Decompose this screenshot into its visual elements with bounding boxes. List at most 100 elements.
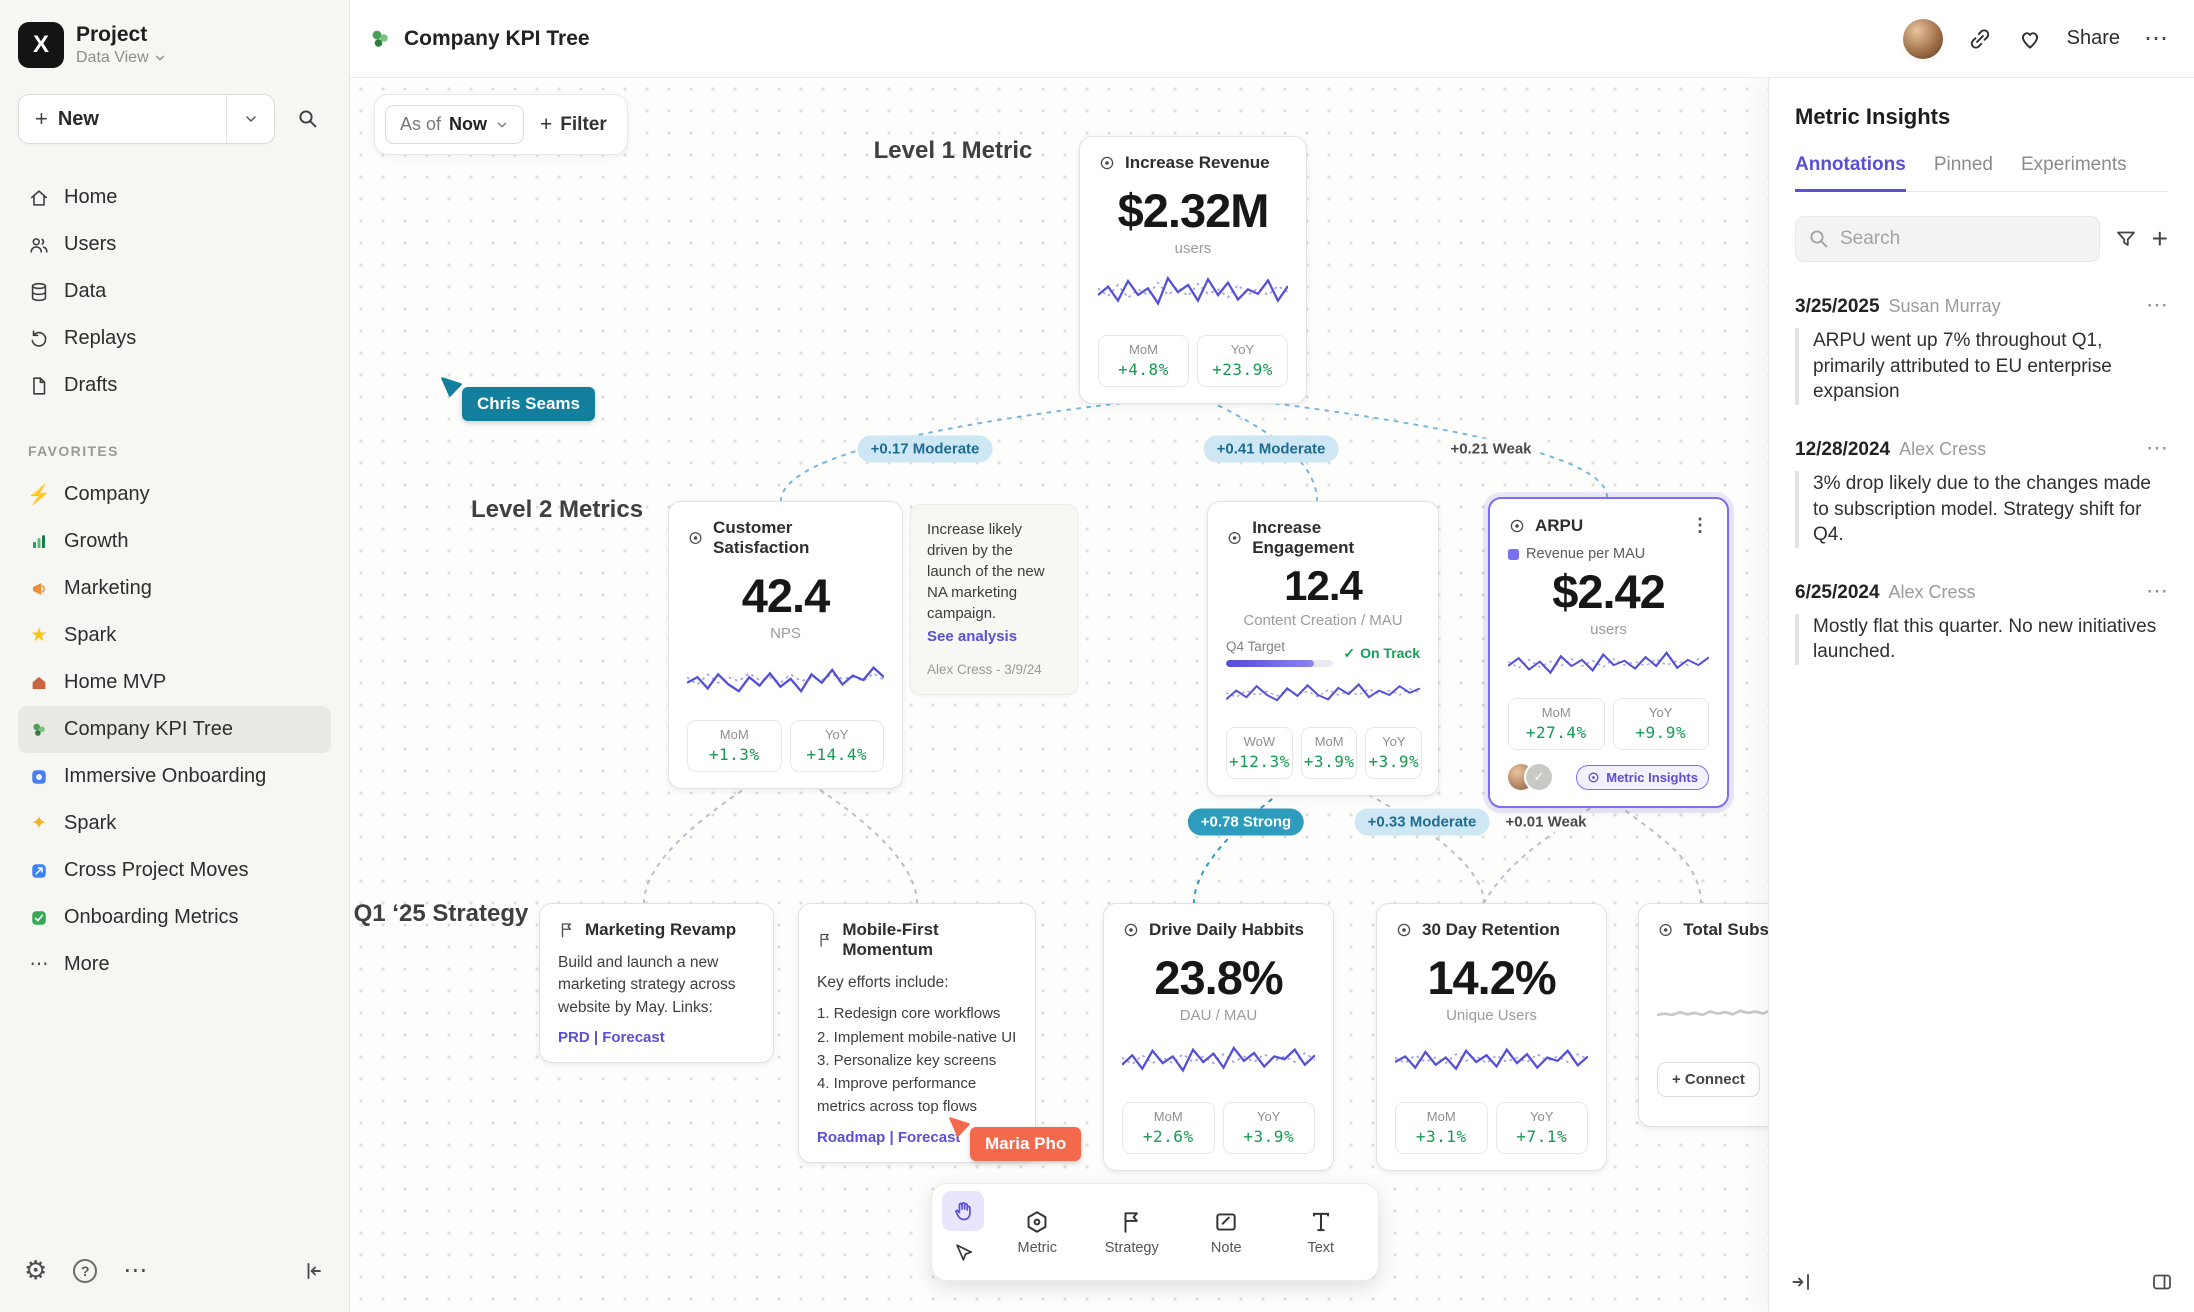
sidebar-item-home-mvp[interactable]: Home MVP — [18, 659, 331, 706]
more-icon[interactable]: ⋯ — [2146, 434, 2168, 460]
metric-card-customer-satisfaction[interactable]: Customer Satisfaction 42.4 NPS MoM +1.3% … — [668, 501, 903, 789]
add-annotation-button[interactable]: + — [2151, 223, 2168, 254]
metric-icon — [1228, 532, 1241, 544]
sidebar-item-marketing[interactable]: Marketing — [18, 565, 331, 612]
sidebar-item-users[interactable]: Users — [18, 221, 331, 268]
metric-card-drive-daily-habbits[interactable]: Drive Daily Habbits 23.8% DAU / MAU MoM +… — [1103, 903, 1334, 1171]
strategy-card-marketing-revamp[interactable]: Marketing Revamp Build and launch a new … — [539, 903, 774, 1064]
sidebar-item-spark[interactable]: ★ Spark — [18, 612, 331, 659]
more-icon[interactable]: ⋯ — [2146, 292, 2168, 317]
sidebar-item-immersive-onboarding[interactable]: Immersive Onboarding — [18, 753, 331, 800]
sidebar-item-label: Immersive Onboarding — [64, 765, 267, 787]
annotation-item[interactable]: 3/25/2025 Susan Murray ⋯ ARPU went up 7%… — [1795, 292, 2168, 405]
metric-card-30-day-retention[interactable]: 30 Day Retention 14.2% Unique Users MoM +… — [1376, 903, 1607, 1171]
sidebar-item-label: Marketing — [64, 577, 152, 599]
more-icon[interactable]: ⋯ — [123, 1257, 148, 1284]
metric-insights-badge[interactable]: Metric Insights — [1576, 764, 1709, 790]
strategy-tool-button[interactable]: Strategy — [1085, 1192, 1180, 1272]
sidebar-item-growth[interactable]: Growth — [18, 518, 331, 565]
sidebar-item-replays[interactable]: Replays — [18, 315, 331, 362]
project-subtitle: Data View — [76, 49, 149, 66]
metric-tool-button[interactable]: Metric — [990, 1192, 1085, 1272]
connect-button[interactable]: + Connect — [1657, 1062, 1760, 1097]
annotation-text: 3% drop likely due to the changes made t… — [1795, 470, 2168, 548]
strategy-card-mobile-first-momentum[interactable]: Mobile-First Momentum Key efforts includ… — [798, 903, 1036, 1163]
as-of-dropdown[interactable]: As of Now — [385, 105, 525, 144]
collapse-sidebar-icon[interactable] — [301, 1259, 325, 1283]
target-label: Q4 Target — [1226, 639, 1286, 654]
canvas-toolbar: Metric Strategy Note Text — [931, 1183, 1379, 1281]
sidebar-item-label: Onboarding Metrics — [64, 906, 239, 928]
check-icon: ✓ — [1343, 644, 1356, 661]
annotation-author: Alex Cress — [1899, 438, 1987, 459]
sidebar-item-data[interactable]: Data — [18, 268, 331, 315]
metric-unit: NPS — [770, 625, 801, 642]
metric-value: 42.4 — [741, 569, 830, 622]
sidebar-item-home[interactable]: Home — [18, 174, 331, 221]
sidebar-item-label: Data — [64, 280, 107, 302]
note-tool-button[interactable]: Note — [1179, 1192, 1274, 1272]
filter-button[interactable]: + Filter — [540, 113, 607, 137]
strategy-links[interactable]: PRD | Forecast — [558, 1029, 665, 1047]
sidebar-item-more[interactable]: ⋯ More — [18, 941, 331, 988]
heart-icon[interactable] — [2017, 26, 2043, 52]
more-icon[interactable]: ⋯ — [2144, 25, 2168, 52]
metric-card-arpu[interactable]: ARPU ⋮ Revenue per MAU $2.42 users MoM +2… — [1488, 497, 1729, 808]
metric-card-increase-engagement[interactable]: Increase Engagement 12.4 Content Creatio… — [1207, 501, 1439, 796]
sidebar-item-drafts[interactable]: Drafts — [18, 362, 331, 409]
link-icon[interactable] — [1967, 26, 1993, 52]
chart-icon — [28, 533, 50, 551]
card-title: Mobile-First Momentum — [842, 920, 939, 959]
tab-annotations[interactable]: Annotations — [1795, 154, 1906, 192]
filter-label: Filter — [560, 113, 607, 135]
layout-panel-icon[interactable] — [2150, 1270, 2174, 1294]
stat-mom: MoM +4.8% — [1098, 335, 1189, 387]
new-dropdown-toggle[interactable] — [226, 95, 274, 143]
strategy-links[interactable]: Roadmap | Forecast — [817, 1128, 961, 1146]
tab-experiments[interactable]: Experiments — [2021, 154, 2127, 175]
sidebar-item-label: More — [64, 953, 110, 975]
tab-pinned[interactable]: Pinned — [1933, 154, 1993, 175]
metric-card-increase-revenue[interactable]: Increase Revenue $2.32M users MoM +4.8% Y… — [1079, 136, 1307, 404]
sidebar-search-button[interactable] — [285, 96, 331, 142]
sidebar-item-company[interactable]: ⚡ Company — [18, 471, 331, 518]
filter-icon[interactable] — [2114, 227, 2138, 251]
sidebar-item-label: Company — [64, 483, 150, 505]
new-button[interactable]: + New — [18, 94, 275, 144]
sidebar-item-spark-2[interactable]: ✦ Spark — [18, 800, 331, 847]
sidebar-item-onboarding-metrics[interactable]: Onboarding Metrics — [18, 894, 331, 941]
sidebar: X Project Data View + New — [0, 0, 350, 1312]
annotation-item[interactable]: 6/25/2024 Alex Cress ⋯ Mostly flat this … — [1795, 577, 2168, 666]
more-icon[interactable]: ⋯ — [2146, 577, 2168, 603]
text-icon — [1312, 1212, 1329, 1231]
see-analysis-link[interactable]: See analysis — [927, 628, 1018, 645]
flag-icon — [820, 933, 829, 947]
sparkle-icon: ✦ — [31, 813, 47, 834]
annotations-list: 3/25/2025 Susan Murray ⋯ ARPU went up 7%… — [1795, 292, 2168, 666]
annotations-search-input[interactable] — [1795, 216, 2100, 262]
help-icon[interactable]: ? — [73, 1258, 98, 1283]
hand-tool-button[interactable] — [942, 1191, 984, 1231]
metric-icon — [1124, 923, 1138, 937]
kebab-menu-icon[interactable]: ⋮ — [1691, 515, 1709, 535]
avatar[interactable] — [1902, 18, 1943, 59]
strategy-body: Build and launch a new marketing strateg… — [558, 954, 736, 1016]
legend-label: Revenue per MAU — [1526, 546, 1646, 562]
annotation-item[interactable]: 12/28/2024 Alex Cress ⋯ 3% drop likely d… — [1795, 435, 2168, 548]
annotation-text: ARPU went up 7% throughout Q1, primarily… — [1795, 328, 2168, 405]
metric-unit: Content Creation / MAU — [1243, 612, 1403, 629]
project-switcher[interactable]: X Project Data View — [18, 22, 331, 68]
collapse-panel-icon[interactable] — [1789, 1270, 1813, 1294]
annotation-date: 6/25/2024 — [1795, 581, 1880, 603]
select-tool-button[interactable] — [942, 1233, 984, 1273]
sidebar-item-cross-project-moves[interactable]: Cross Project Moves — [18, 847, 331, 894]
share-button[interactable]: Share — [2066, 27, 2120, 49]
annotation-note-card[interactable]: Increase likely driven by the launch of … — [910, 504, 1078, 695]
gear-icon[interactable]: ⚙ — [24, 1255, 48, 1285]
cursor-arrow-icon — [956, 1244, 973, 1261]
bolt-icon: ⚡ — [27, 484, 51, 506]
text-tool-button[interactable]: Text — [1274, 1192, 1369, 1272]
cursor-pointer-icon — [949, 1117, 970, 1137]
sidebar-item-company-kpi-tree[interactable]: Company KPI Tree — [18, 706, 331, 753]
